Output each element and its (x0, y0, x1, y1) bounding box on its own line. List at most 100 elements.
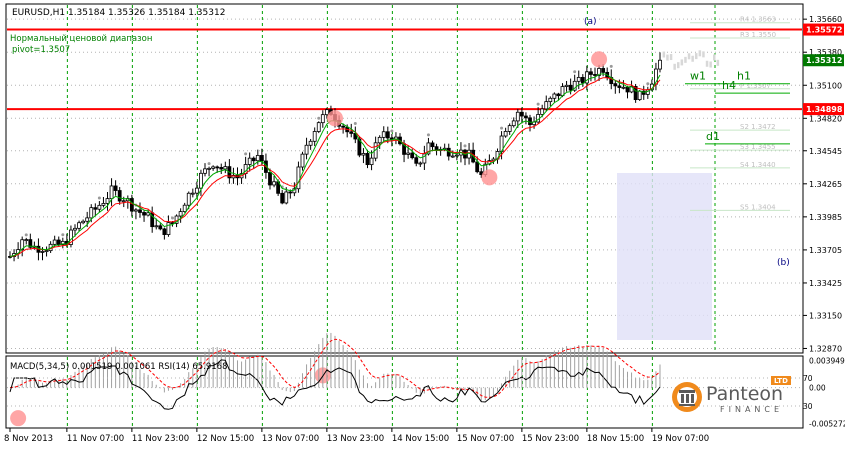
candle-body (341, 125, 346, 128)
fractal-marker (573, 70, 577, 74)
candle-body (97, 204, 102, 210)
candle-body (69, 229, 73, 245)
candle-body (410, 152, 415, 159)
candle-body (186, 192, 191, 206)
candle-body (353, 133, 358, 140)
candle-body (288, 191, 293, 194)
candle-body (105, 198, 110, 204)
price-tick-label: 1.35660 (809, 15, 842, 24)
candle-body (24, 239, 29, 241)
macd-pane[interactable] (5, 355, 804, 429)
symbol-info: EURUSD,H1 1.35184 1.35326 1.35184 1.3531… (12, 8, 225, 18)
candle-body (268, 172, 272, 186)
candle-body (548, 97, 553, 103)
rsi-line (9, 359, 661, 410)
candle-body (361, 153, 366, 156)
candle-body (658, 59, 662, 70)
candle-body (44, 250, 49, 253)
highlight-circle (591, 51, 608, 68)
candle-body (450, 155, 455, 158)
fractal-marker (171, 216, 174, 220)
forecast-area (617, 173, 712, 340)
candle-body (568, 84, 573, 91)
candle-body (454, 154, 459, 157)
candle-body (503, 131, 508, 137)
price-highlight-box (803, 23, 844, 36)
candle-body (40, 251, 45, 253)
fractal-marker (463, 144, 467, 148)
candle-body (117, 190, 122, 202)
price-tick-label: 1.35380 (809, 48, 842, 57)
faded-level-label: S4 1.3440 (740, 161, 776, 169)
macd-tick-label: 0.00 (809, 384, 826, 393)
candle-body (312, 131, 317, 142)
ghost-candle (673, 63, 676, 70)
forecast-box (617, 173, 712, 340)
macd-title: MACD(5,34,5) 0.001519 0.001061 RSI(14) 6… (10, 362, 227, 372)
time-label: 8 Nov 2013 (4, 434, 53, 444)
ghost-candle (680, 59, 684, 66)
time-label: 15 Nov 07:00 (457, 434, 514, 444)
highlight-circle (481, 169, 498, 186)
candle-body (178, 211, 183, 217)
candle-body (637, 90, 642, 101)
candle-body (589, 71, 593, 75)
candle-body (77, 222, 81, 229)
candle-body (552, 93, 557, 99)
candle-body (597, 68, 601, 76)
candle-body (211, 166, 216, 169)
candle-body (414, 157, 419, 164)
candle-body (377, 136, 382, 144)
fractal-marker (353, 122, 357, 126)
level-label-h1: h1 (737, 70, 751, 83)
ghost-candle (691, 55, 694, 62)
candle-body (296, 166, 301, 190)
fractal-marker (426, 133, 430, 137)
price-highlight-label: 1.35572 (806, 26, 842, 35)
ghost-candle (702, 51, 705, 58)
candle-body (572, 80, 577, 91)
pivot-label: pivot=1.3507 (12, 45, 70, 55)
price-highlight-label: 1.34898 (806, 105, 843, 114)
logo-badge: LTD (774, 377, 788, 385)
fractal-marker (24, 233, 28, 237)
time-label: 18 Nov 15:00 (587, 434, 644, 444)
resistance-lines (7, 28, 802, 111)
price-highlight-box (803, 54, 844, 67)
ghost-candle (684, 56, 687, 63)
candle-body (219, 167, 224, 170)
fractal-marker (97, 196, 101, 200)
candle-body (113, 185, 118, 191)
faded-levels: R4 1.3563 R3 1.3550 P 1.3507 S2 1.3472 S3 1.… (690, 16, 790, 211)
candle-body (426, 142, 431, 155)
price-highlight-box (803, 103, 844, 116)
price-tick-label: 1.35100 (809, 81, 842, 90)
candles (8, 50, 720, 262)
fractal-marker (646, 82, 650, 86)
candle-body (142, 212, 146, 216)
ghost-candle (666, 54, 669, 61)
price-tick-label: 1.32870 (809, 344, 842, 353)
candle-body (621, 86, 626, 89)
candle-body (247, 157, 252, 165)
candle-body (601, 68, 606, 73)
candle-body (93, 207, 98, 210)
rsi-tick-label: 30 (803, 402, 813, 411)
candle-body (231, 174, 236, 179)
ghost-candle (687, 53, 691, 60)
candle-body (284, 191, 289, 204)
faded-level-label: S3 1.3455 (740, 143, 776, 151)
macd-tick-label: 0.003949 (809, 357, 845, 366)
ghost-candle (698, 50, 702, 57)
ghost-candle (716, 59, 720, 66)
price-tick-label: 1.33150 (809, 311, 842, 320)
candle-body (215, 166, 220, 169)
price-highlight-label: 1.35312 (806, 56, 842, 65)
candle-body (134, 209, 138, 212)
candle-body (194, 187, 199, 194)
candle-body (324, 109, 329, 116)
candle-body (580, 76, 585, 84)
candle-body (255, 155, 260, 162)
